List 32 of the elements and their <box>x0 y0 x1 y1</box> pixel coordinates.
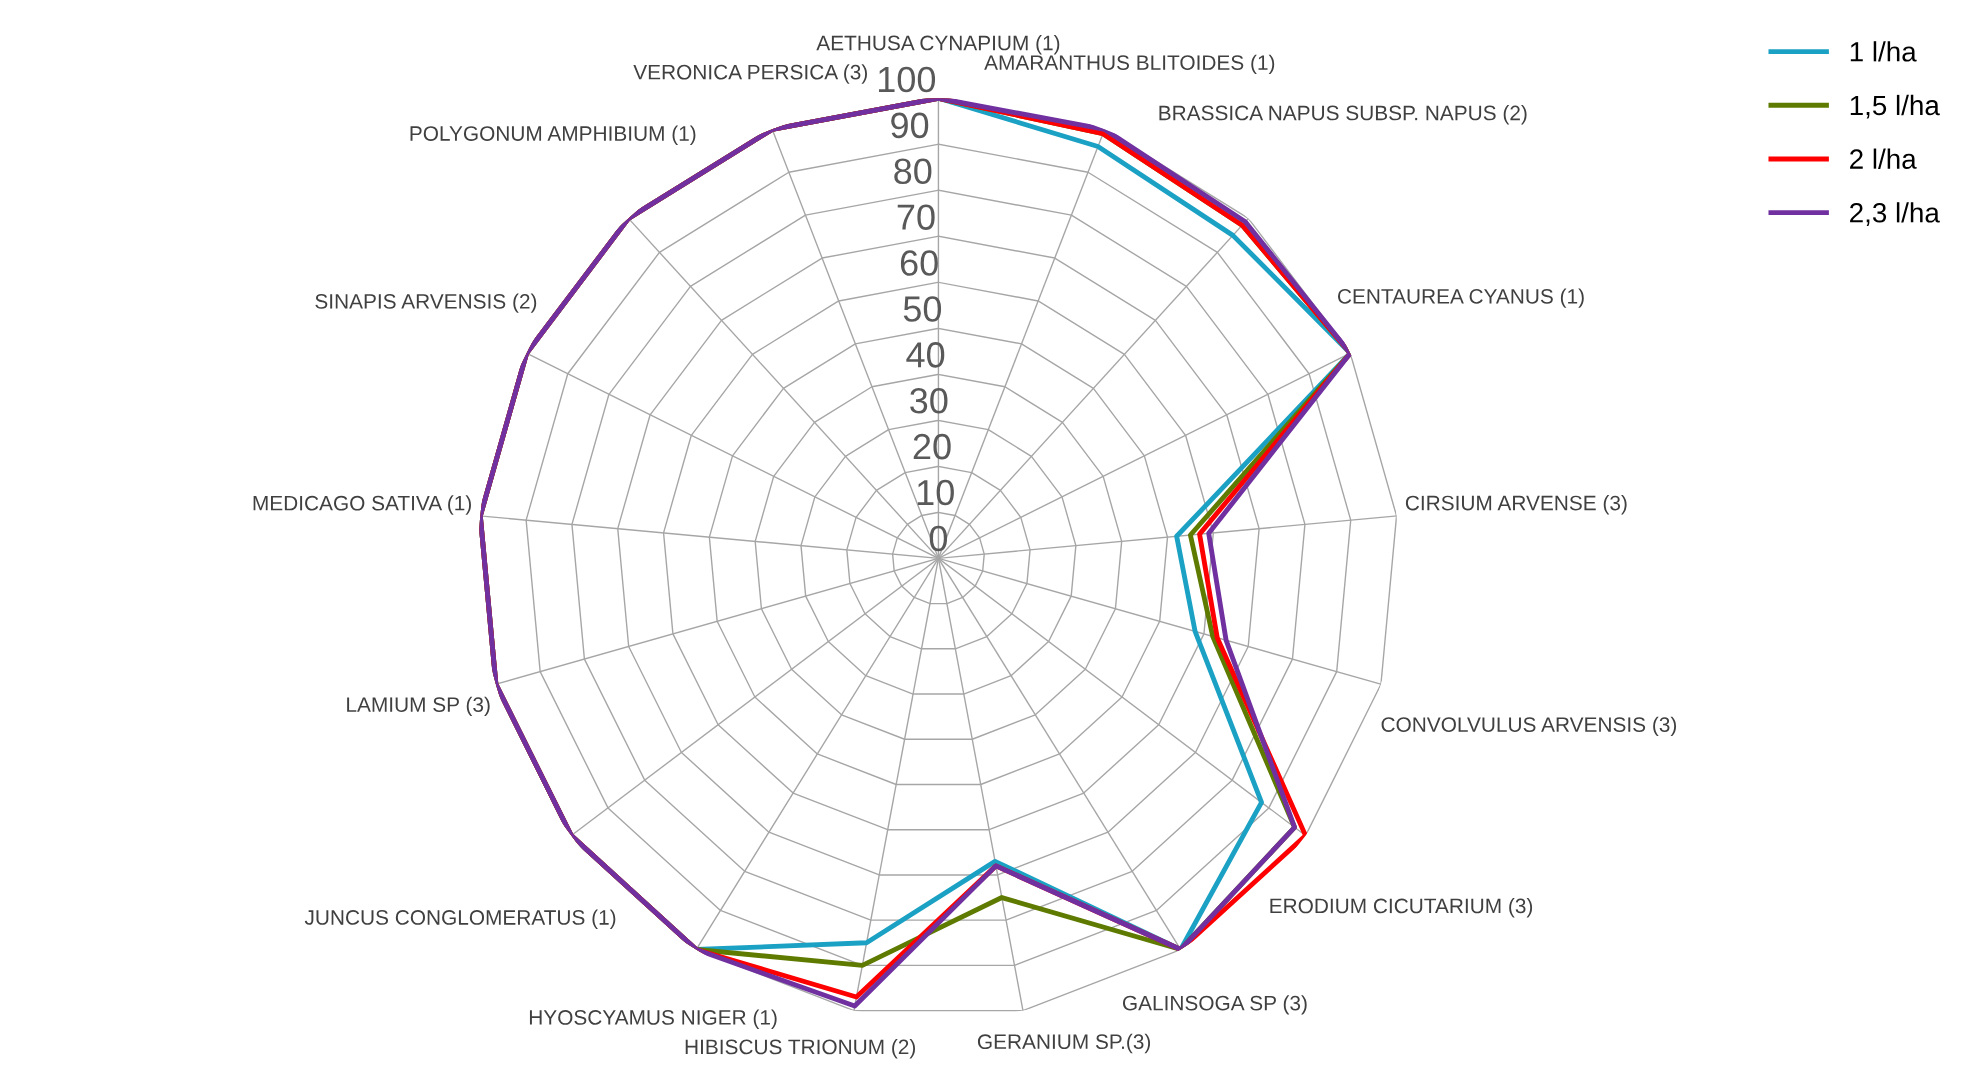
spoke-label: ERODIUM CICUTARIUM (3) <box>1270 897 1533 918</box>
y-tick-label: 40 <box>906 342 945 368</box>
y-tick-label: 30 <box>910 387 948 414</box>
spoke-label: GALINSOGA SP (3) <box>1122 995 1307 1015</box>
spoke-label: POLYGONUM AMPHIBIUM (1) <box>410 125 696 146</box>
spoke-label: SINAPIS ARVENSIS (2) <box>315 293 537 313</box>
legend-label: 2 l/ha <box>1850 148 1917 169</box>
spoke-label: GERANIUM SP.(3) <box>977 1033 1151 1054</box>
y-tick-label: 70 <box>897 204 935 230</box>
y-tick-label: 100 <box>878 66 936 93</box>
spoke-label: JUNCUS CONGLOMERATUS (1) <box>304 909 616 929</box>
spoke-label: CIRSIUM ARVENSE (3) <box>1405 495 1627 515</box>
spoke-label: MEDICAGO SATIVA (1) <box>253 495 471 515</box>
y-tick-label: 80 <box>894 158 932 185</box>
legend-label: 1 l/ha <box>1850 41 1917 62</box>
spoke-label: AMARANTHUS BLITOIDES (1) <box>984 54 1275 75</box>
spoke-label: HYOSCYAMUS NIGER (1) <box>529 1009 777 1029</box>
spoke-label: HIBISCUS TRIONUM (2) <box>685 1038 916 1059</box>
spoke-label: CONVOLVULUS ARVENSIS (3) <box>1381 716 1677 737</box>
y-tick-label: 20 <box>913 433 951 460</box>
y-tick-label: 0 <box>929 525 948 552</box>
y-tick-label: 90 <box>891 112 929 139</box>
y-tick-label: 50 <box>903 296 942 322</box>
spoke-label: VERONICA PERSICA (3) <box>633 64 867 84</box>
spoke-label: BRASSICA NAPUS SUBSP. NAPUS (2) <box>1159 105 1527 125</box>
legend-label: 1,5 l/ha <box>1850 94 1940 119</box>
legend-label: 2,3 l/ha <box>1850 202 1940 226</box>
y-tick-label: 10 <box>917 479 954 506</box>
spoke-label: AETHUSA CYNAPIUM (1) <box>816 35 1060 55</box>
spoke-label: LAMIUM SP (3) <box>347 696 490 717</box>
spoke-label: CENTAUREA CYANUS (1) <box>1337 288 1584 308</box>
y-tick-label: 60 <box>900 250 938 276</box>
